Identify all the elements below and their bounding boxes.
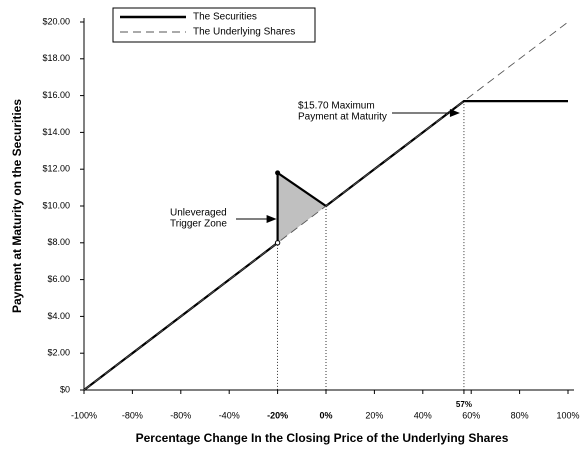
y-tick-label: $4.00 (47, 311, 70, 321)
x-tick-label: 57% (456, 400, 472, 409)
trigger-zone (277, 172, 326, 243)
y-tick-label: $14.00 (42, 127, 70, 137)
annotation: Payment at Maturity (298, 112, 387, 123)
series-line (83, 21, 569, 391)
x-tick-label: 0% (319, 410, 332, 420)
y-tick-label: $10.00 (42, 200, 70, 210)
x-tick-label: -20% (267, 410, 288, 420)
marker (275, 170, 281, 176)
arrow-head (449, 109, 460, 117)
annotation: Unleveraged (170, 208, 227, 219)
y-tick-label: $12.00 (42, 164, 70, 174)
annotation: $15.70 Maximum (298, 101, 375, 112)
y-tick-label: $8.00 (47, 237, 70, 247)
x-tick-label: -80% (122, 410, 143, 420)
y-tick-label: $20.00 (42, 16, 70, 26)
y-tick-label: $16.00 (42, 90, 70, 100)
x-tick-label: -40% (219, 410, 240, 420)
annotation: Trigger Zone (170, 219, 227, 230)
x-axis-title: Percentage Change In the Closing Price o… (136, 431, 509, 445)
x-tick-label: 80% (511, 410, 529, 420)
legend-box (112, 7, 316, 43)
marker (274, 240, 281, 246)
y-axis-title: Payment at Maturity on the Securities (10, 99, 24, 313)
x-tick-label: -80% (170, 410, 191, 420)
legend-label: The Underlying Shares (193, 27, 295, 38)
x-tick-label: 100% (556, 410, 579, 420)
arrow-head (266, 215, 277, 223)
x-tick-label: -100% (71, 410, 97, 420)
y-tick-label: $6.00 (47, 274, 70, 284)
y-tick-label: $2.00 (47, 348, 70, 358)
x-tick-label: 20% (365, 410, 383, 420)
y-tick-label: $18.00 (42, 53, 70, 63)
y-tick-label: $0 (60, 384, 70, 394)
x-tick-label: 40% (414, 410, 432, 420)
legend-label: The Securities (193, 12, 257, 23)
x-tick-label: 60% (462, 410, 480, 420)
